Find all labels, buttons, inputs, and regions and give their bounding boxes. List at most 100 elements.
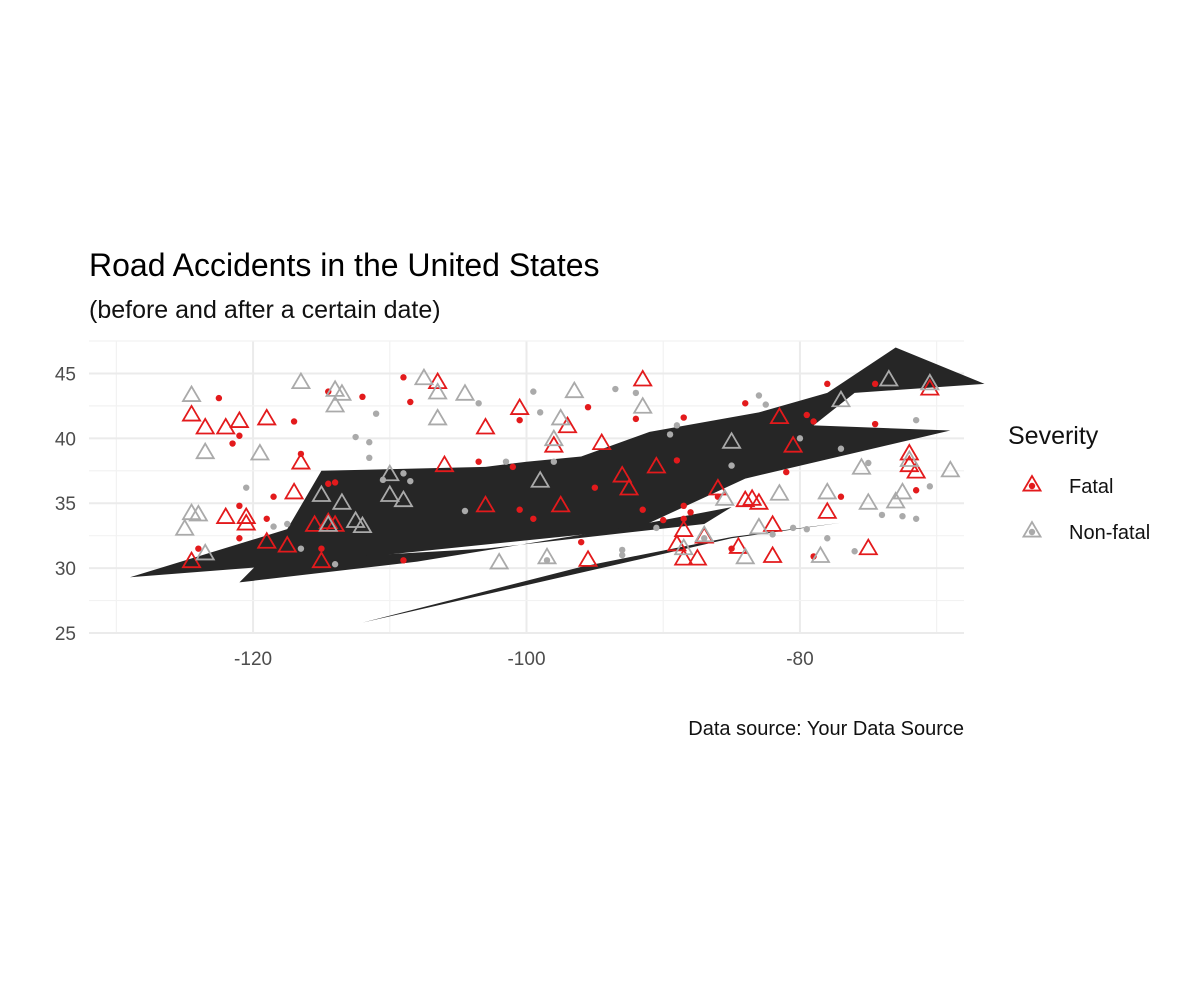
point-dot-non-fatal: [366, 454, 373, 461]
point-dot-non-fatal: [461, 507, 469, 515]
point-triangle-non-fatal: [427, 408, 448, 426]
point-dot-non-fatal: [755, 392, 763, 399]
point-dot-non-fatal: [851, 548, 858, 555]
point-dot-non-fatal: [270, 523, 277, 530]
point-dot-non-fatal: [803, 525, 810, 533]
point-dot-fatal: [591, 484, 599, 491]
y-tick-label: 35: [55, 494, 76, 515]
point-triangle-non-fatal: [714, 488, 735, 506]
point-dot-non-fatal: [530, 388, 537, 395]
point-dot-fatal: [680, 414, 687, 421]
point-dot-fatal: [263, 515, 270, 522]
point-dot-non-fatal: [899, 513, 906, 520]
point-dot-non-fatal: [701, 535, 708, 542]
point-dot-non-fatal: [543, 557, 551, 564]
point-dot-non-fatal: [502, 458, 510, 465]
point-triangle-non-fatal: [413, 367, 435, 386]
point-dot-fatal: [509, 463, 517, 471]
point-triangle-non-fatal: [454, 383, 476, 401]
point-triangle-non-fatal: [899, 449, 920, 467]
point-triangle-non-fatal: [324, 395, 346, 413]
point-triangle-fatal: [434, 454, 455, 473]
point-triangle-fatal: [591, 432, 612, 451]
point-dot-non-fatal: [912, 515, 920, 522]
point-triangle-fatal: [646, 456, 667, 474]
point-triangle-non-fatal: [318, 514, 339, 532]
point-dot-fatal: [475, 458, 482, 465]
point-dot-non-fatal: [619, 546, 626, 554]
point-triangle-fatal: [762, 514, 783, 532]
point-dot-fatal: [236, 535, 243, 542]
point-dot-fatal: [673, 457, 681, 464]
point-dot-fatal: [687, 509, 694, 516]
legend-label: Non-fatal: [1069, 522, 1150, 544]
point-dot-fatal: [680, 502, 687, 510]
point-dot-fatal: [632, 415, 640, 423]
point-triangle-fatal: [283, 482, 305, 500]
point-dot-non-fatal: [769, 531, 776, 538]
background-shape: [130, 347, 985, 623]
point-triangle-non-fatal: [331, 383, 353, 401]
point-dot-fatal: [331, 479, 339, 486]
point-dot-fatal: [639, 506, 646, 513]
point-dot-fatal: [516, 416, 523, 424]
point-triangle-fatal: [919, 378, 940, 396]
point-triangle-non-fatal: [290, 371, 312, 390]
point-dot-non-fatal: [653, 524, 660, 532]
point-dot-fatal: [236, 502, 243, 510]
point-triangle-fatal: [899, 443, 920, 461]
point-triangle-fatal: [236, 513, 257, 531]
point-triangle-fatal: [181, 404, 202, 422]
point-triangle-non-fatal: [379, 484, 400, 502]
point-dot-fatal: [325, 480, 332, 487]
point-triangle-non-fatal: [721, 431, 742, 449]
point-triangle-non-fatal: [393, 489, 414, 508]
point-triangle-fatal: [229, 410, 250, 428]
point-dot-non-fatal: [352, 433, 359, 441]
legend-key-dot: [1028, 482, 1036, 490]
point-triangle-non-fatal: [694, 524, 715, 543]
shape-polygon: [130, 347, 985, 578]
data-points: [174, 367, 961, 570]
point-triangle-non-fatal: [632, 396, 653, 414]
point-dot-non-fatal: [475, 400, 482, 407]
point-triangle-non-fatal: [940, 459, 961, 478]
legend-key-dot: [1028, 528, 1036, 536]
point-dot-fatal: [871, 420, 879, 428]
point-dot-non-fatal: [284, 520, 291, 528]
point-triangle-non-fatal: [673, 537, 694, 556]
point-dot-non-fatal: [912, 416, 920, 424]
point-dot-fatal: [530, 515, 537, 522]
point-triangle-non-fatal: [195, 441, 216, 460]
point-dot-non-fatal: [926, 483, 934, 490]
chart-caption: Data source: Your Data Source: [688, 718, 964, 740]
point-triangle-fatal: [769, 406, 790, 425]
point-dot-fatal: [783, 468, 790, 476]
point-dot-non-fatal: [400, 470, 407, 477]
point-dot-non-fatal: [331, 561, 339, 568]
point-triangle-non-fatal: [530, 470, 551, 488]
y-tick-label: 25: [55, 624, 76, 645]
point-triangle-non-fatal: [379, 463, 400, 482]
point-dot-non-fatal: [789, 524, 797, 532]
point-dot-non-fatal: [878, 511, 886, 519]
point-triangle-fatal: [475, 495, 496, 513]
point-triangle-non-fatal: [878, 369, 899, 387]
legend-key-triangle: [1021, 474, 1043, 492]
point-triangle-fatal: [762, 545, 783, 563]
point-triangle-fatal: [256, 531, 277, 549]
point-triangle-non-fatal: [817, 482, 838, 500]
point-triangle-non-fatal: [489, 552, 510, 570]
point-dot-non-fatal: [796, 435, 804, 442]
point-triangle-fatal: [735, 489, 756, 508]
point-dot-fatal: [680, 515, 687, 522]
point-dot-fatal: [290, 418, 298, 425]
point-dot-fatal: [912, 487, 920, 494]
point-dot-non-fatal: [824, 535, 831, 542]
point-dot-fatal: [407, 398, 414, 406]
point-dot-non-fatal: [762, 401, 769, 408]
point-triangle-fatal: [687, 548, 708, 566]
point-triangle-fatal: [707, 478, 729, 496]
point-triangle-fatal: [782, 435, 804, 453]
point-dot-fatal: [803, 411, 810, 419]
